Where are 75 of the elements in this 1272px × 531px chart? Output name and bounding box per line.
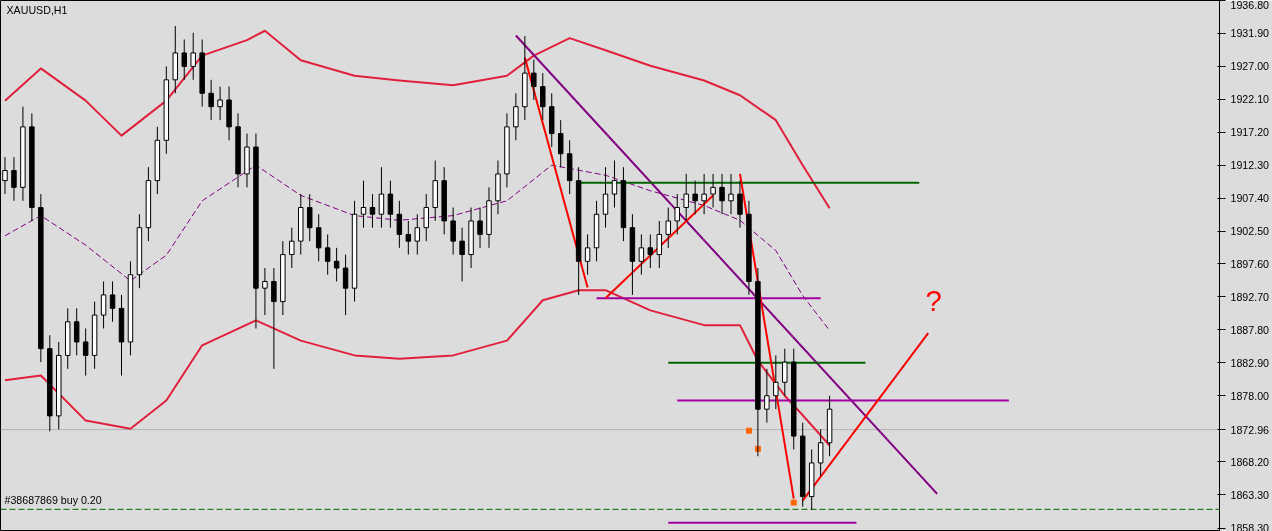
candlestick [387,180,394,229]
candlestick [11,156,17,202]
y-tick-label: 1887.80 [1230,323,1270,336]
candlestick [181,38,187,81]
candlestick [737,180,743,229]
candlestick [602,166,609,229]
chart-title: XAUUSD,H1 [6,3,68,16]
candlestick [217,86,223,121]
y-tick-label: 1892.70 [1230,290,1270,303]
y-tick-label: 1922.10 [1230,93,1270,106]
line-series [3,289,831,447]
ref-line-label: #38687869 buy 0.20 [4,494,102,507]
y-tick-label: 1897.60 [1230,257,1270,270]
candlestick [710,173,716,209]
candlestick [450,207,456,256]
candlestick [683,173,689,222]
y-tick-label: 1872.96 [1230,423,1270,436]
point [745,427,752,434]
candlestick [333,247,340,282]
y-tick-label: 1927.00 [1230,60,1270,73]
candlestick [378,166,385,229]
candlestick [782,348,788,397]
y-tick-label: 1917.20 [1230,126,1270,139]
candlestick [557,119,564,168]
candlestick [665,207,671,249]
candlestick [692,180,698,215]
candlestick [611,159,618,209]
point [790,499,797,506]
candlestick [477,207,483,249]
candlestick [647,233,654,269]
candlestick [315,213,322,262]
y-tick-label: 1912.30 [1230,159,1270,172]
candlestick [208,79,214,121]
candlestick [190,32,196,81]
candlestick [289,227,295,269]
candlestick [701,173,707,215]
y-tick-label: 1882.90 [1230,356,1270,369]
candlestick [719,173,725,215]
candlestick [342,254,349,316]
line-series [3,29,831,210]
candlestick [817,428,824,477]
y-tick-label: 1858.30 [1230,521,1270,531]
candlestick [82,328,89,377]
y-tick-label: 1931.90 [1230,27,1270,40]
candlestick [584,233,591,276]
candlestick [656,220,663,269]
candlestick [271,267,277,370]
candlestick [513,92,519,141]
y-tick-label: 1936.80 [1230,0,1270,11]
candlestick [73,307,80,356]
candlestick [459,227,465,282]
candlestick [100,280,107,330]
y-tick-label: 1902.50 [1230,225,1270,238]
candlestick [369,193,376,229]
y-tick-label: 1878.00 [1230,389,1270,402]
candlestick [674,193,680,235]
annotation: ? [925,283,942,317]
candlestick [262,267,268,316]
y-tick-label: 1907.40 [1230,192,1270,205]
candlestick [109,280,116,323]
candlestick [764,368,770,424]
candlestick [728,173,734,215]
candlestick [423,193,429,242]
y-tick-label: 1863.30 [1230,488,1270,501]
candlestick [414,213,421,256]
candlestick [540,72,546,121]
candlestick [306,193,313,242]
candlestick [396,200,403,249]
candlestick [405,220,412,256]
y-tick-label: 1868.20 [1230,455,1270,468]
candlestick [638,233,645,276]
candlestick [531,59,537,101]
candlestick [360,180,367,229]
candlestick [773,354,779,410]
candlestick [324,233,331,276]
